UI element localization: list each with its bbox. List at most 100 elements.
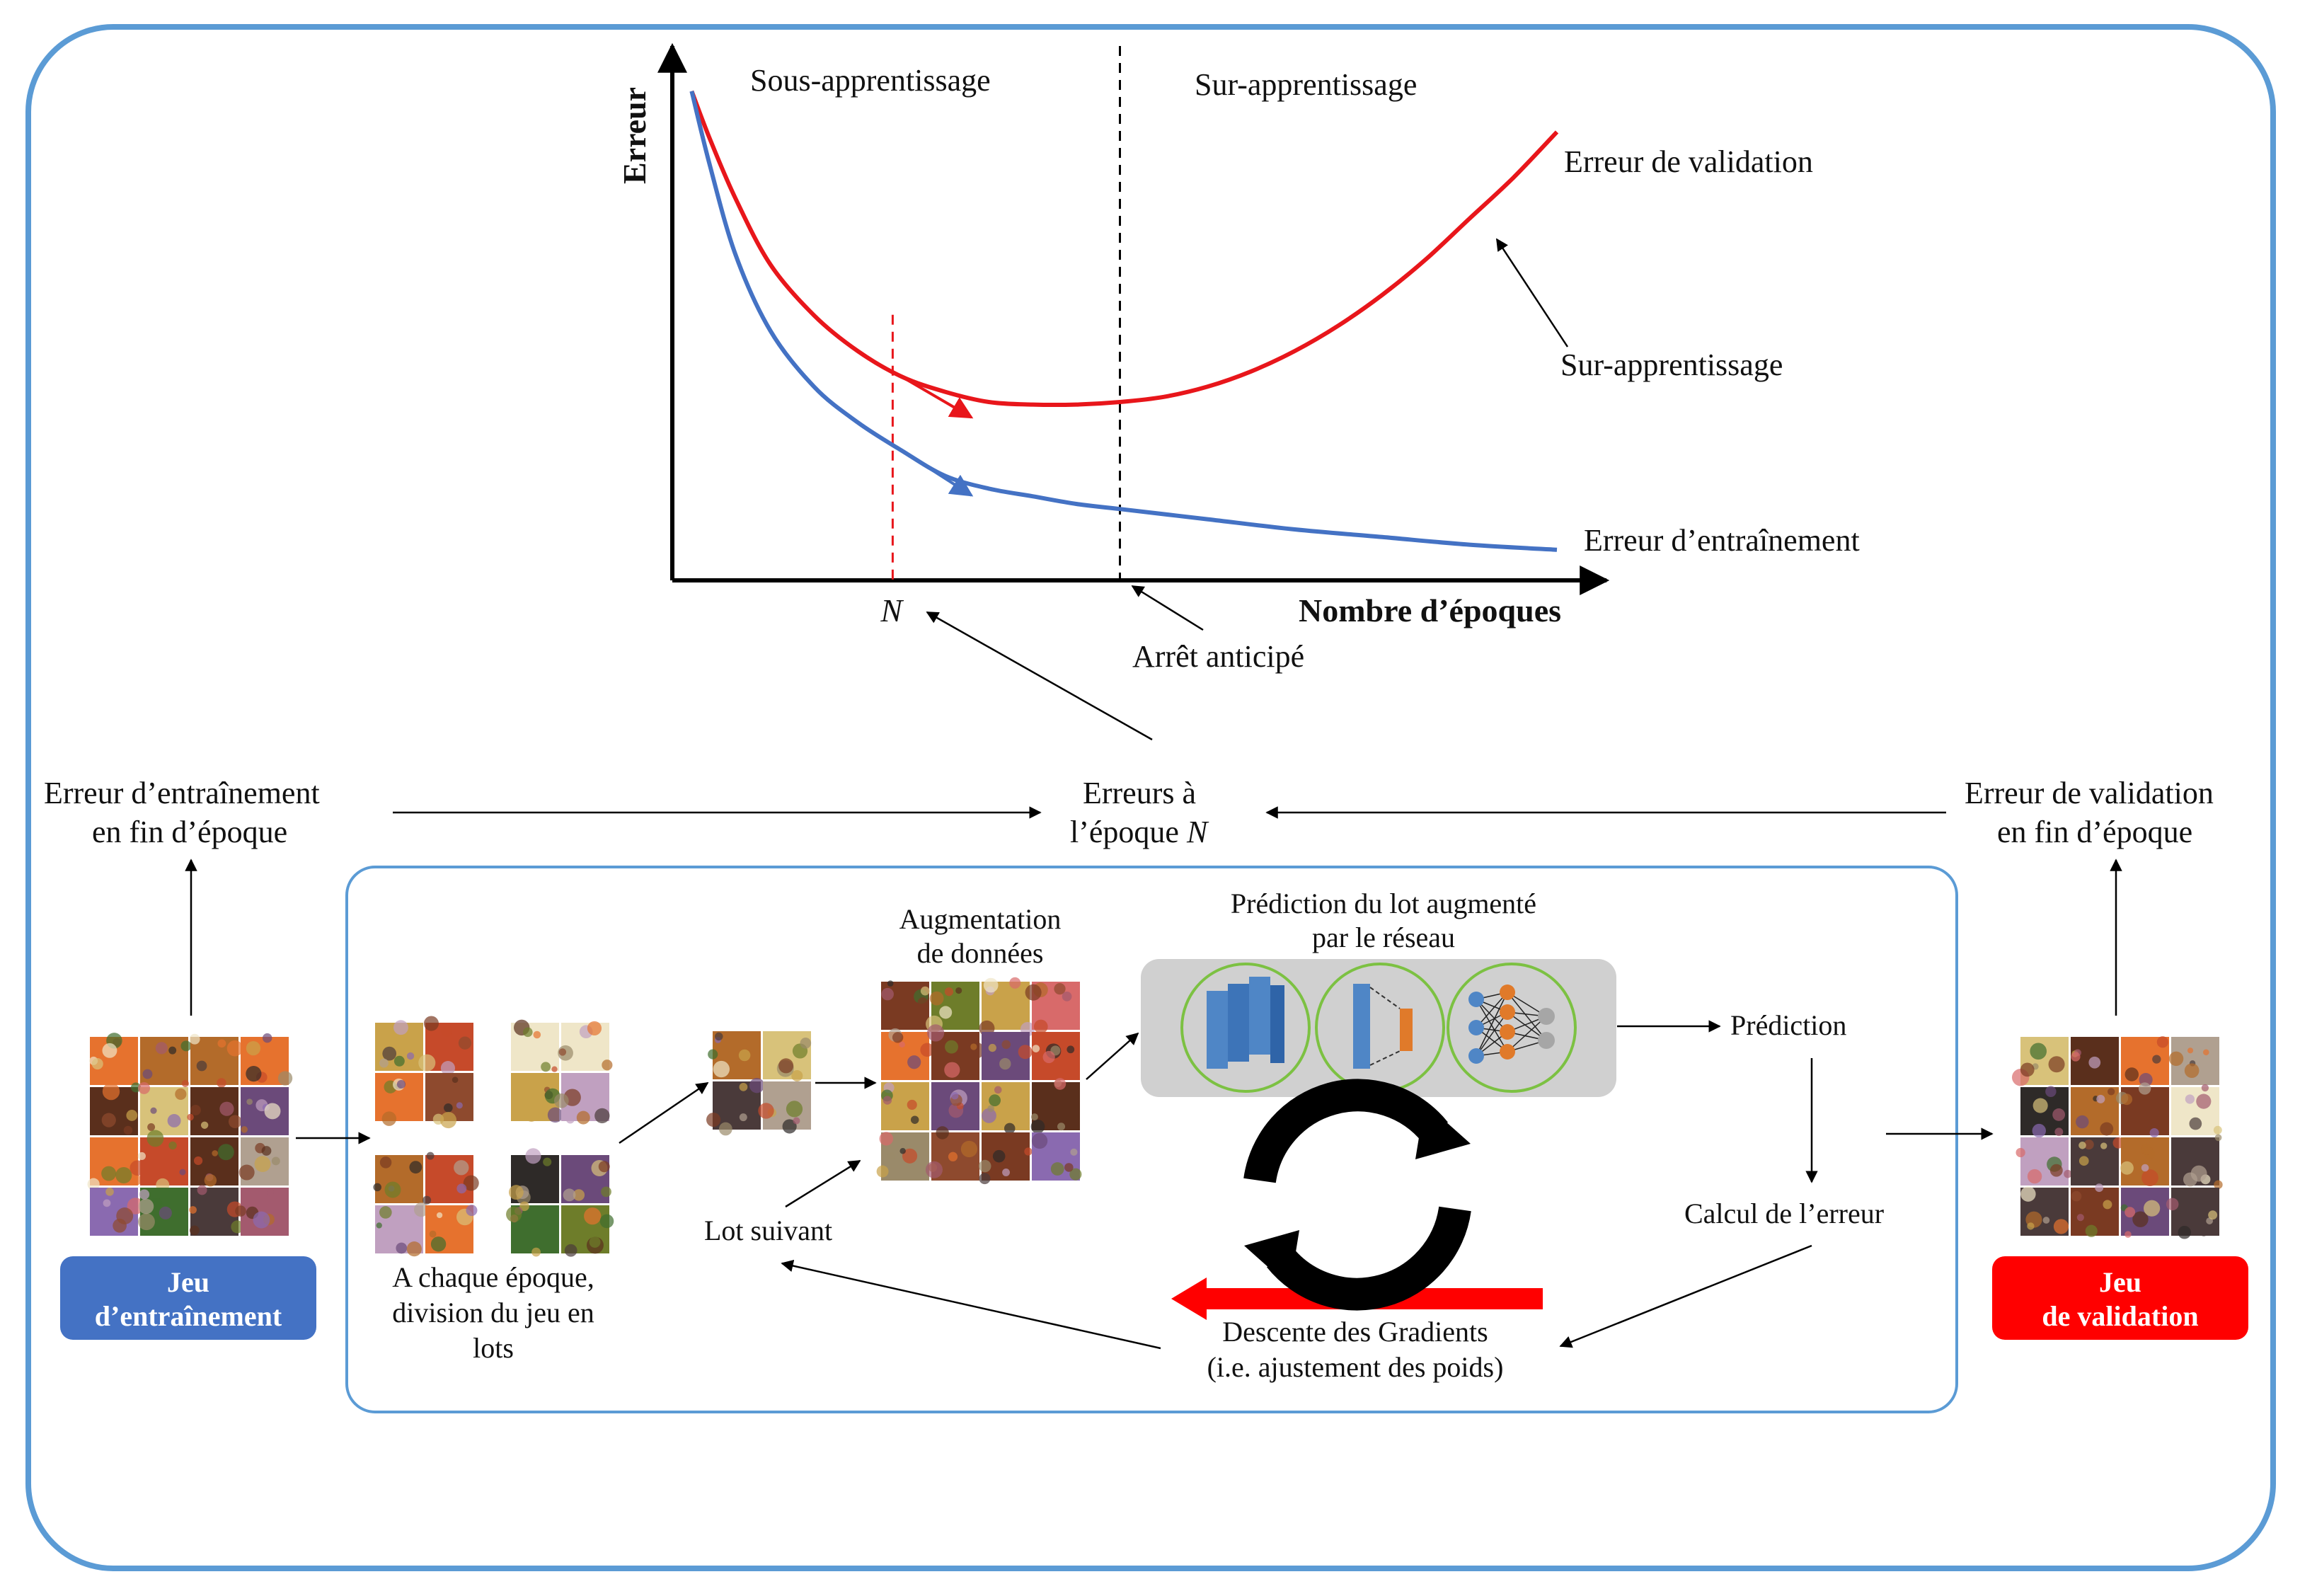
image-texture (196, 1060, 207, 1072)
prediction-label: Prédiction (1730, 1009, 1846, 1041)
image-texture (948, 1152, 958, 1161)
image-texture (882, 1096, 892, 1105)
image-texture (426, 1152, 435, 1160)
image-texture (876, 1165, 889, 1178)
image-texture (988, 1043, 996, 1052)
image-texture (541, 1062, 551, 1072)
image-texture (519, 1201, 529, 1212)
gradient-descent-line1: Descente des Gradients (1222, 1316, 1488, 1348)
image-texture (382, 1046, 397, 1061)
image-texture (524, 1108, 538, 1122)
image-texture (2138, 1082, 2151, 1095)
image-texture (553, 1093, 569, 1108)
image-texture (439, 1112, 457, 1129)
image-texture (381, 1111, 397, 1126)
image-texture (907, 1099, 917, 1110)
image-texture (2032, 1123, 2046, 1138)
image-texture (1031, 1132, 1048, 1149)
image-texture (944, 987, 954, 997)
image-texture (444, 1103, 453, 1113)
image-texture (983, 977, 999, 993)
overfit-annotation-arrow (1495, 238, 1569, 348)
batch-division-line1: A chaque époque, (392, 1261, 594, 1293)
image-texture (423, 1016, 439, 1031)
image-texture (599, 1214, 614, 1229)
network-prediction-line1: Prédiction du lot augmenté (1231, 888, 1536, 919)
arrow-augment-to-network (1086, 1032, 1139, 1080)
epoch-n-tick-label: N (880, 592, 904, 628)
image-texture (1042, 1050, 1055, 1064)
image-texture (91, 1058, 103, 1070)
image-texture (2016, 1147, 2025, 1158)
image-texture (576, 1110, 590, 1125)
batch-4-images (506, 1148, 614, 1257)
image-texture (458, 1036, 472, 1050)
image-tile (140, 1137, 188, 1185)
image-texture (979, 1173, 991, 1185)
image-texture (558, 1048, 567, 1056)
image-texture (2141, 1169, 2158, 1187)
image-texture (950, 1091, 959, 1100)
image-texture (2100, 1122, 2114, 1136)
image-texture (945, 1040, 958, 1054)
augmentation-line2: de données (917, 937, 1044, 969)
arrow-next-batch-to-current (785, 1159, 861, 1208)
image-texture (2214, 1134, 2222, 1142)
validation-error-curve (689, 90, 1559, 408)
image-texture (2020, 1062, 2035, 1077)
image-texture (2108, 1088, 2115, 1096)
image-texture (2178, 1225, 2192, 1239)
image-texture (2049, 1164, 2063, 1177)
image-texture (793, 1117, 800, 1125)
image-texture (212, 1150, 218, 1156)
image-texture (246, 1066, 262, 1082)
image-tile (881, 1032, 929, 1080)
image-texture (147, 1123, 156, 1131)
image-texture (2027, 1169, 2042, 1184)
image-texture (441, 1025, 453, 1037)
image-texture (1054, 982, 1066, 995)
error-chart: Erreur Nombre d’époques Sous-apprentissa… (616, 42, 1860, 674)
image-texture (910, 1115, 919, 1124)
image-texture (1024, 1147, 1033, 1156)
image-texture (2214, 1180, 2223, 1190)
image-texture (917, 997, 928, 1008)
validation-set-label-line1: Jeu (2099, 1266, 2141, 1298)
image-texture (422, 1195, 432, 1205)
image-texture (994, 1086, 1002, 1094)
image-texture (181, 1079, 189, 1088)
image-texture (193, 1156, 203, 1166)
training-error-curve (689, 91, 1558, 552)
image-texture (989, 1094, 1001, 1107)
image-texture (430, 1236, 447, 1252)
train-end-error-line1: Erreur d’entraînement (44, 776, 320, 810)
image-texture (1069, 1168, 1082, 1181)
image-tile (2071, 1137, 2119, 1185)
image-texture (2187, 1047, 2194, 1054)
image-texture (523, 1027, 533, 1038)
image-texture (738, 1049, 751, 1062)
image-texture (573, 1189, 585, 1201)
image-texture (2132, 1211, 2149, 1227)
image-texture (2071, 1052, 2081, 1062)
image-texture (115, 1166, 132, 1184)
image-texture (981, 1108, 996, 1123)
image-texture (926, 1024, 945, 1042)
image-texture (925, 1161, 943, 1178)
training-loop-frame (345, 866, 1958, 1413)
image-texture (463, 1175, 479, 1191)
validation-set-images (2012, 1036, 2223, 1239)
image-texture (113, 1218, 127, 1233)
image-texture (2184, 1063, 2200, 1078)
image-texture (936, 1126, 949, 1139)
image-texture (409, 1161, 422, 1174)
image-texture (1009, 977, 1021, 989)
image-texture (440, 1061, 456, 1076)
validation-curve-label: Erreur de validation (1564, 144, 1813, 179)
image-texture (2032, 1098, 2048, 1113)
image-texture (551, 1066, 558, 1072)
image-texture (2042, 1217, 2050, 1224)
image-texture (899, 1148, 906, 1154)
image-texture (138, 1198, 154, 1215)
